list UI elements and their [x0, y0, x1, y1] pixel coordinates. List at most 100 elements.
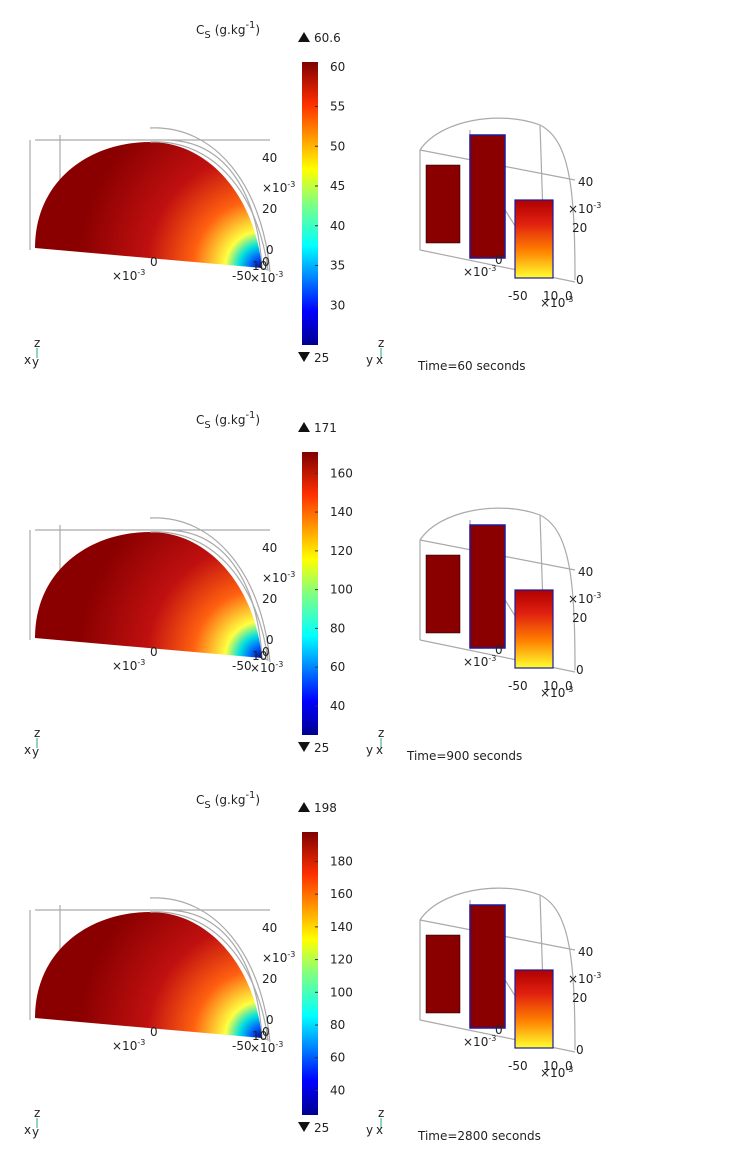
- title-unit: (g.kg: [215, 23, 246, 37]
- axis-label: 0: [565, 1059, 573, 1073]
- axis-label: 0: [495, 253, 503, 267]
- axis-label: 0: [576, 663, 584, 677]
- exponent-label: ×10-3: [112, 268, 145, 283]
- title-symbol: C: [196, 23, 204, 37]
- axis-label: 10: [543, 679, 558, 693]
- triad-label: z: [34, 336, 40, 350]
- colorbar-tick-label: 140: [330, 920, 353, 934]
- colorbar-tick-label: 55: [330, 100, 345, 114]
- title-sup: -1: [245, 20, 255, 31]
- axis-label: 0: [495, 643, 503, 657]
- exponent-label: ×10-3: [250, 270, 283, 285]
- axis-label: 20: [572, 221, 587, 235]
- colorbar-tick-label: 180: [330, 854, 353, 868]
- concentration-surface: [35, 532, 262, 658]
- colorbar: [302, 452, 318, 735]
- title-close: ): [255, 793, 260, 807]
- colorbar-tick-label: 100: [330, 985, 353, 999]
- axis-label: 0: [266, 633, 274, 647]
- exponent-base: ×10: [463, 265, 488, 279]
- exponent-label: ×10-3: [250, 1040, 283, 1055]
- exponent-sup: -3: [565, 685, 573, 694]
- axis-label: 0: [495, 1023, 503, 1037]
- colorbar-title: CS (g.kg-1): [196, 790, 260, 811]
- exponent-base: ×10: [568, 202, 593, 216]
- exponent-sup: -3: [287, 950, 295, 959]
- exponent-label: ×10-3: [250, 660, 283, 675]
- axis-label: 0: [266, 1013, 274, 1027]
- exponent-base: ×10: [250, 271, 275, 285]
- triad-label: x: [376, 353, 383, 367]
- triad-label: z: [378, 336, 384, 350]
- wire-frame: [149, 911, 269, 1041]
- triad-label: y: [366, 743, 373, 757]
- colorbar-tick-label: 120: [330, 544, 353, 558]
- title-symbol: C: [196, 793, 204, 807]
- slice: [425, 164, 461, 244]
- colorbar-tick-label: 40: [330, 219, 345, 233]
- exponent-base: ×10: [250, 1041, 275, 1055]
- axis-label: 10: [252, 1029, 267, 1043]
- colorbar-tick-label: 80: [330, 621, 345, 635]
- axis-label: -50: [232, 1039, 252, 1053]
- exponent-base: ×10: [540, 686, 565, 700]
- triad-label: z: [34, 726, 40, 740]
- colorbar-tick-label: 40: [330, 699, 345, 713]
- triad-label: z: [34, 1106, 40, 1120]
- title-sup: -1: [245, 790, 255, 801]
- axis-label: -50: [232, 659, 252, 673]
- triad-label: z: [378, 1106, 384, 1120]
- exponent-base: ×10: [568, 592, 593, 606]
- exponent-base: ×10: [262, 571, 287, 585]
- axis-label: 40: [262, 151, 277, 165]
- axis-label: 20: [262, 592, 277, 606]
- triad-label: y: [32, 355, 39, 369]
- title-close: ): [255, 413, 260, 427]
- axis-label: 0: [266, 243, 274, 257]
- colorbar-max: 171: [314, 421, 337, 435]
- colorbar-tick-label: 100: [330, 583, 353, 597]
- exponent-base: ×10: [262, 951, 287, 965]
- exponent-sup: -3: [593, 201, 601, 210]
- exponent-sup: -3: [137, 268, 145, 277]
- exponent-base: ×10: [112, 1039, 137, 1053]
- axis-label: 0: [262, 645, 270, 659]
- colorbar-max: 60.6: [314, 31, 341, 45]
- axis-label: 20: [572, 611, 587, 625]
- exponent-sup: -3: [287, 570, 295, 579]
- triad-label: y: [366, 353, 373, 367]
- title-sub: S: [204, 420, 210, 431]
- exponent-sup: -3: [565, 295, 573, 304]
- min-marker: [298, 352, 310, 362]
- title-sub: S: [204, 30, 210, 41]
- slice: [514, 589, 554, 669]
- axis-label: -50: [508, 679, 528, 693]
- colorbar-min: 25: [314, 741, 329, 755]
- axis-label: 40: [578, 565, 593, 579]
- colorbar-tick-label: 160: [330, 466, 353, 480]
- axis-label: 40: [262, 921, 277, 935]
- colorbar-tick-label: 60: [330, 1051, 345, 1065]
- exponent-label: ×10-3: [568, 971, 601, 986]
- exponent-sup: -3: [593, 971, 601, 980]
- colorbar: [302, 832, 318, 1115]
- axis-label: 40: [578, 175, 593, 189]
- exponent-sup: -3: [137, 658, 145, 667]
- axis-label: 10: [252, 259, 267, 273]
- exponent-sup: -3: [275, 660, 283, 669]
- colorbar-tick-label: 80: [330, 1018, 345, 1032]
- max-marker: [298, 802, 310, 812]
- axis-label: 10: [252, 649, 267, 663]
- axis-label: 0: [576, 1043, 584, 1057]
- exponent-base: ×10: [540, 1066, 565, 1080]
- exponent-label: ×10-3: [112, 1038, 145, 1053]
- triad-label: x: [24, 743, 31, 757]
- colorbar-tick-label: 120: [330, 953, 353, 967]
- exponent-label: ×10-3: [262, 570, 295, 585]
- exponent-sup: -3: [275, 1040, 283, 1049]
- min-marker: [298, 1122, 310, 1132]
- triad-label: x: [24, 1123, 31, 1137]
- exponent-sup: -3: [275, 270, 283, 279]
